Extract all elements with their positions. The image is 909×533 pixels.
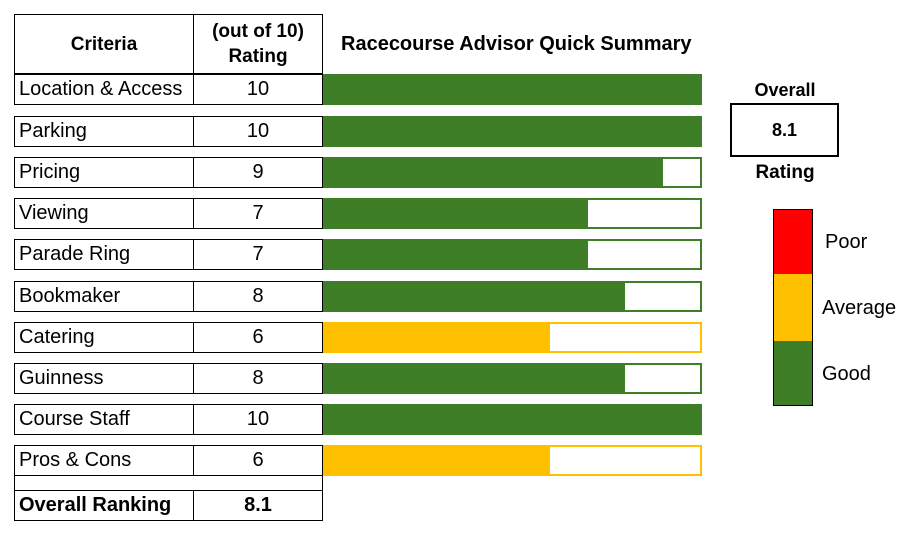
criteria-label: Course Staff: [19, 408, 130, 430]
criteria-pricing: Pricing: [14, 157, 194, 188]
criteria-label: Pros & Cons: [19, 449, 132, 471]
legend-swatch-average: [774, 274, 812, 341]
bar-location-access: [325, 76, 700, 103]
criteria-parade-ring: Parade Ring: [14, 239, 194, 270]
bar-track-course-staff: [323, 404, 702, 435]
bar-track-viewing: [323, 198, 702, 229]
rating-course-staff: 10: [193, 404, 323, 435]
legend-swatch-poor: [774, 210, 812, 274]
rating-value: 6: [252, 326, 264, 348]
criteria-parking: Parking: [14, 116, 194, 147]
bar-track-guinness: [323, 363, 702, 394]
rating-value: 9: [252, 161, 264, 183]
overall-ranking-spacer: [14, 476, 323, 491]
rating-parade-ring: 7: [193, 239, 323, 270]
criteria-label: Location & Access: [19, 78, 183, 100]
rating-value: 7: [252, 243, 264, 265]
criteria-pros-cons: Pros & Cons: [14, 445, 194, 476]
bar-pricing: [325, 159, 663, 186]
criteria-label: Viewing: [19, 202, 89, 224]
bar-track-pros-cons: [323, 445, 702, 476]
overall-top-label: Overall: [754, 80, 816, 100]
rating-header-line2: Rating: [228, 46, 288, 67]
rating-pros-cons: 6: [193, 445, 323, 476]
criteria-label: Parking: [19, 120, 87, 142]
rating-value: 7: [252, 202, 264, 224]
criteria-header-text: Criteria: [70, 33, 138, 55]
rating-bookmaker: 8: [193, 281, 323, 312]
criteria-label: Guinness: [19, 367, 104, 389]
criteria-header: Criteria: [14, 14, 194, 74]
legend-swatch-good: [774, 341, 812, 405]
bar-bookmaker: [325, 283, 625, 310]
overall-value-box: 8.1: [730, 103, 839, 157]
bar-track-pricing: [323, 157, 702, 188]
criteria-catering: Catering: [14, 322, 194, 353]
rating-parking: 10: [193, 116, 323, 147]
legend-label-poor: Poor: [825, 231, 868, 253]
bar-guinness: [325, 365, 625, 392]
legend-bar: [773, 209, 813, 406]
overall-ranking-value: 8.1: [193, 490, 323, 521]
rating-value: 10: [246, 120, 270, 142]
bar-track-catering: [323, 322, 702, 353]
overall-ranking-label: Overall Ranking: [14, 490, 194, 521]
rating-viewing: 7: [193, 198, 323, 229]
rating-guinness: 8: [193, 363, 323, 394]
criteria-label: Bookmaker: [19, 285, 121, 307]
rating-location-access: 10: [193, 74, 323, 105]
criteria-guinness: Guinness: [14, 363, 194, 394]
rating-pricing: 9: [193, 157, 323, 188]
bar-parking: [325, 118, 700, 145]
criteria-viewing: Viewing: [14, 198, 194, 229]
bar-parade-ring: [325, 241, 588, 268]
rating-value: 6: [252, 449, 264, 471]
bar-viewing: [325, 200, 588, 227]
criteria-course-staff: Course Staff: [14, 404, 194, 435]
bar-track-location-access: [323, 74, 702, 105]
criteria-location-access: Location & Access: [14, 74, 194, 105]
criteria-label: Parade Ring: [19, 243, 131, 265]
rating-value: 10: [246, 78, 270, 100]
rating-value: 10: [246, 408, 270, 430]
bar-track-bookmaker: [323, 281, 702, 312]
bar-track-parking: [323, 116, 702, 147]
criteria-label: Catering: [19, 326, 95, 348]
chart-title: Racecourse Advisor Quick Summary: [341, 33, 692, 55]
bar-course-staff: [325, 406, 700, 433]
legend-label-average: Average: [822, 297, 897, 319]
rating-value: 8: [252, 367, 264, 389]
legend-label-good: Good: [822, 363, 871, 385]
rating-header: (out of 10) Rating: [193, 14, 323, 74]
bar-pros-cons: [325, 447, 550, 474]
bar-catering: [325, 324, 550, 351]
overall-bottom-label: Rating: [755, 162, 815, 183]
bar-track-parade-ring: [323, 239, 702, 270]
overall-value: 8.1: [771, 119, 798, 140]
criteria-label: Pricing: [19, 161, 81, 183]
rating-catering: 6: [193, 322, 323, 353]
rating-value: 8: [252, 285, 264, 307]
rating-header-line1: (out of 10): [212, 21, 304, 42]
criteria-bookmaker: Bookmaker: [14, 281, 194, 312]
